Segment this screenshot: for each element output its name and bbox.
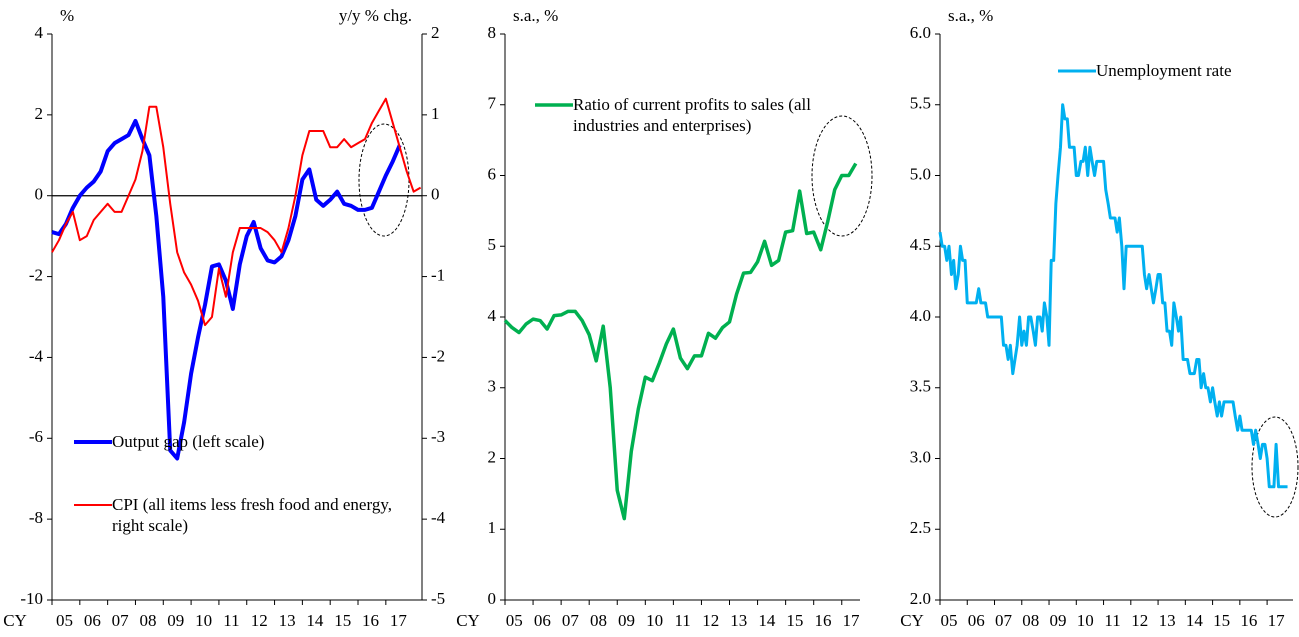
- y-tick-label: -2: [29, 265, 43, 284]
- y-tick-label: 3: [488, 377, 497, 396]
- y-axis-label: s.a., %: [948, 6, 993, 25]
- y-tick-label: 5: [488, 235, 497, 254]
- y-tick-label: -4: [29, 346, 44, 365]
- x-tick-label: 17: [390, 611, 408, 630]
- x-tick-label: 08: [590, 611, 607, 630]
- legend-label: Ratio of current profits to sales (all i…: [573, 95, 811, 135]
- x-tick-label: 07: [112, 611, 130, 630]
- x-tick-label: 06: [84, 611, 101, 630]
- data-line: [51, 97, 422, 327]
- x-tick-label: 13: [1159, 611, 1176, 630]
- y-tick-label: 2.5: [910, 518, 931, 537]
- y-tick-label: -8: [29, 508, 43, 527]
- x-tick-label: 12: [251, 611, 268, 630]
- highlight-ellipse: [1251, 416, 1299, 518]
- x-axis-prefix: CY: [3, 611, 27, 630]
- legend-label: CPI (all items less fresh food and energ…: [112, 495, 392, 535]
- x-tick-label: 15: [786, 611, 803, 630]
- x-tick-label: 05: [506, 611, 523, 630]
- x-tick-label: 05: [940, 611, 957, 630]
- x-tick-label: 08: [139, 611, 156, 630]
- y2-tick-label: 2: [431, 23, 440, 42]
- x-tick-label: 10: [195, 611, 212, 630]
- x-tick-label: 06: [534, 611, 551, 630]
- x-tick-label: 09: [167, 611, 184, 630]
- x-tick-label: 16: [814, 611, 831, 630]
- y-tick-label: 2: [35, 104, 44, 123]
- y-tick-label: 0: [488, 589, 497, 608]
- y-tick-label: 5.0: [910, 164, 931, 183]
- y-tick-label: 5.5: [910, 94, 931, 113]
- x-tick-label: 10: [1077, 611, 1094, 630]
- y-tick-label: 3.0: [910, 447, 931, 466]
- x-tick-label: 17: [1268, 611, 1286, 630]
- y-tick-label: 2: [488, 447, 497, 466]
- x-tick-label: 13: [730, 611, 747, 630]
- x-tick-label: 11: [223, 611, 239, 630]
- data-line: [51, 118, 402, 461]
- y-tick-label: 4: [488, 306, 497, 325]
- x-tick-label: 14: [306, 611, 324, 630]
- x-tick-label: 17: [843, 611, 861, 630]
- y2-axis-label: y/y % chg.: [339, 6, 412, 25]
- y2-tick-label: -2: [431, 346, 445, 365]
- x-tick-label: 10: [646, 611, 663, 630]
- x-tick-label: 14: [1186, 611, 1204, 630]
- x-tick-label: 15: [1213, 611, 1230, 630]
- x-tick-label: 09: [1050, 611, 1067, 630]
- y2-tick-label: 1: [431, 104, 440, 123]
- y-tick-label: 0: [35, 185, 44, 204]
- x-tick-label: 12: [1131, 611, 1148, 630]
- x-tick-label: 07: [995, 611, 1013, 630]
- x-tick-label: 14: [758, 611, 776, 630]
- y2-tick-label: -5: [431, 589, 445, 608]
- x-tick-label: 06: [968, 611, 985, 630]
- y-tick-label: 4: [35, 23, 44, 42]
- y2-tick-label: 0: [431, 185, 440, 204]
- y-tick-label: 8: [488, 23, 497, 42]
- x-tick-label: 15: [334, 611, 351, 630]
- y-axis-label: %: [60, 6, 74, 25]
- y-axis-label: s.a., %: [513, 6, 558, 25]
- data-line: [503, 162, 858, 521]
- y-tick-label: 4.0: [910, 306, 931, 325]
- x-tick-label: 11: [1104, 611, 1120, 630]
- x-tick-label: 11: [674, 611, 690, 630]
- y2-tick-label: -1: [431, 265, 445, 284]
- x-axis-prefix: CY: [900, 611, 924, 630]
- y-tick-label: 3.5: [910, 377, 931, 396]
- data-line: [938, 103, 1288, 489]
- x-tick-label: 07: [562, 611, 580, 630]
- y-tick-label: -10: [20, 589, 43, 608]
- x-tick-label: 08: [1022, 611, 1039, 630]
- x-tick-label: 13: [279, 611, 296, 630]
- y-tick-label: 4.5: [910, 235, 931, 254]
- y-tick-label: 7: [488, 94, 497, 113]
- x-tick-label: 12: [702, 611, 719, 630]
- y2-tick-label: -3: [431, 427, 445, 446]
- y-tick-label: 1: [488, 518, 497, 537]
- x-tick-label: 09: [618, 611, 635, 630]
- legend-label: Output gap (left scale): [112, 432, 265, 451]
- x-tick-label: 16: [1240, 611, 1257, 630]
- y-tick-label: 2.0: [910, 589, 931, 608]
- x-tick-label: 05: [56, 611, 73, 630]
- y-tick-label: 6: [488, 164, 497, 183]
- legend-label: Unemployment rate: [1096, 61, 1232, 80]
- highlight-ellipse: [811, 115, 873, 237]
- y-tick-label: -6: [29, 427, 43, 446]
- y2-tick-label: -4: [431, 508, 446, 527]
- x-tick-label: 16: [362, 611, 379, 630]
- y-tick-label: 6.0: [910, 23, 931, 42]
- x-axis-prefix: CY: [456, 611, 480, 630]
